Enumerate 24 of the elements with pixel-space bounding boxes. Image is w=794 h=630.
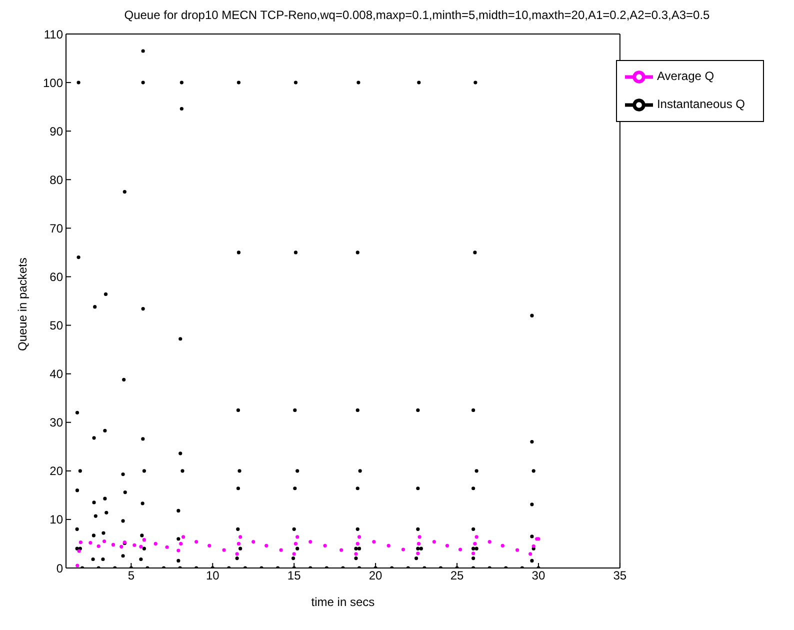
y-tick-label: 30 — [50, 416, 64, 430]
chart-title: Queue for drop10 MECN TCP-Reno,wq=0.008,maxp=0.1,minth=5,midth=10,maxth=20,A1=0.2,A2=0.3,A3=0.5 — [123, 8, 711, 24]
x-axis-title: time in secs — [311, 595, 375, 609]
y-axis-title: Queue in packets — [15, 258, 30, 351]
y-tick-label: 80 — [50, 172, 64, 187]
y-tick-label: 0 — [56, 561, 64, 576]
x-tick-label: 15 — [287, 568, 302, 583]
x-tick-label: 35 — [613, 568, 627, 583]
y-tick-label: 90 — [50, 124, 64, 138]
y-tick-label: 100 — [42, 76, 64, 90]
x-tick-label: 5 — [128, 568, 135, 583]
x-tick-label: 10 — [206, 568, 220, 583]
y-tick-label: 70 — [50, 221, 64, 236]
y-tick-label: 10 — [50, 512, 64, 527]
legend-label: Average Q — [656, 69, 714, 84]
x-tick-label: 25 — [450, 568, 464, 583]
y-tick-label: 50 — [50, 318, 64, 333]
legend-label: Instantaneous Q — [656, 97, 745, 112]
y-tick-label: 40 — [50, 367, 64, 382]
x-tick-label: 30 — [532, 568, 546, 583]
x-tick-label: 20 — [368, 568, 383, 583]
y-tick-label: 110 — [44, 27, 64, 42]
y-tick-label: 20 — [50, 464, 64, 478]
y-tick-label: 60 — [50, 270, 64, 284]
